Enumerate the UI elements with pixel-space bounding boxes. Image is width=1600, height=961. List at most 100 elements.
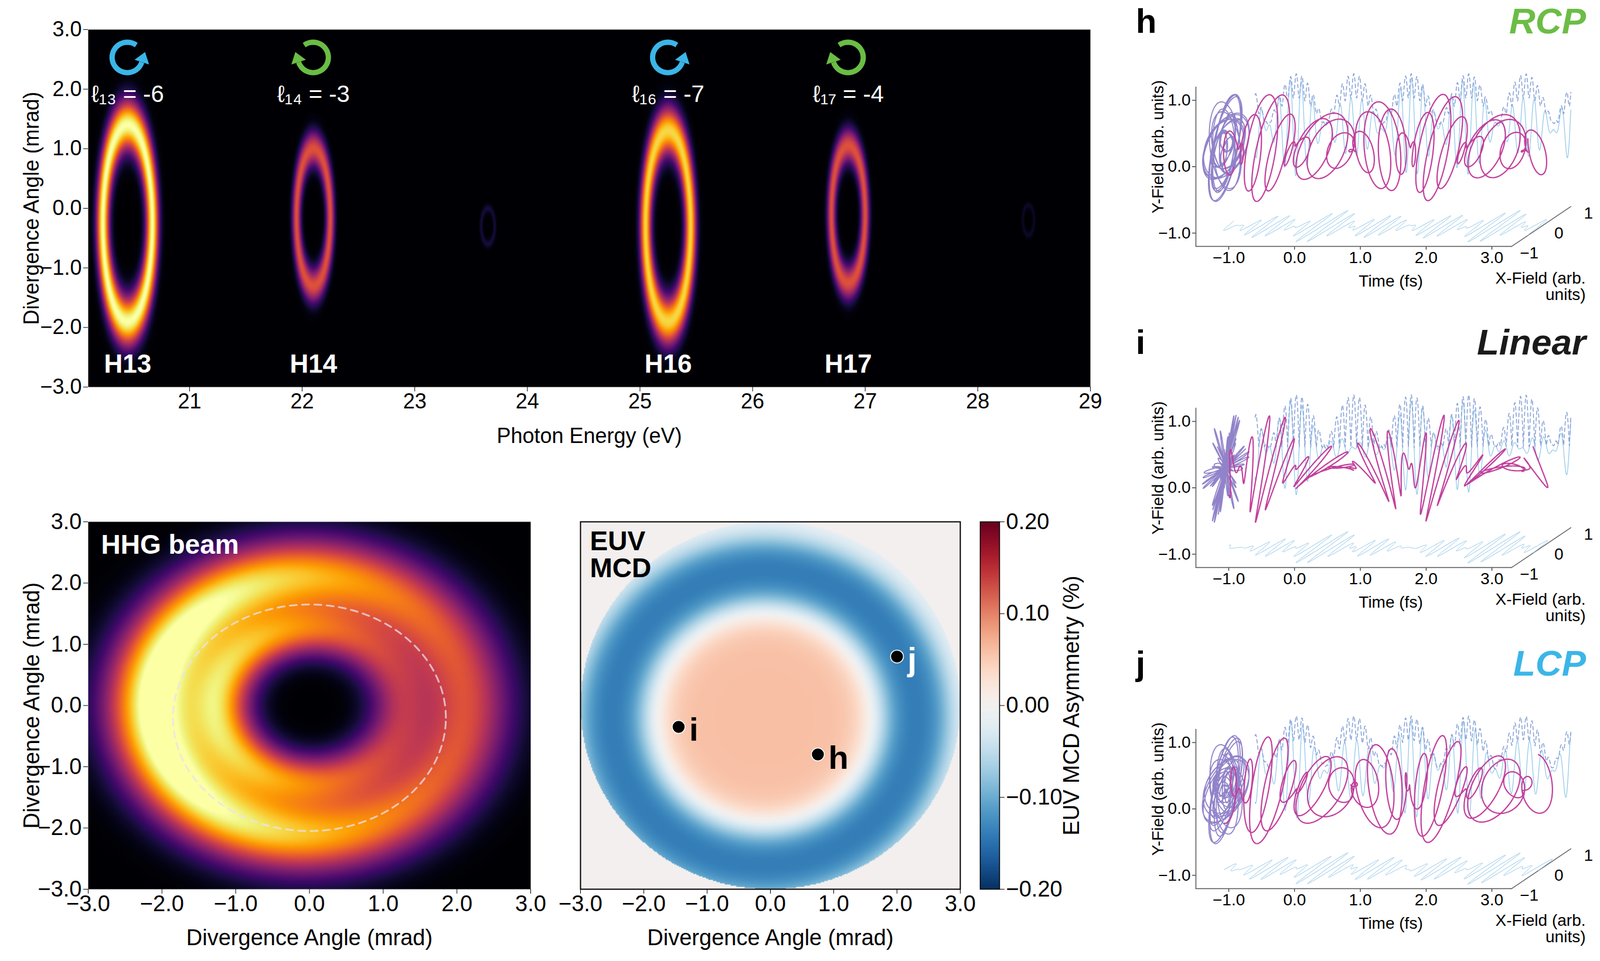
svg-text:1.0: 1.0: [1168, 90, 1191, 110]
svg-text:Divergence Angle (mrad): Divergence Angle (mrad): [19, 582, 44, 829]
svg-text:ℓ₁₇ = -4: ℓ₁₇ = -4: [812, 80, 884, 107]
svg-text:1.0: 1.0: [50, 631, 83, 657]
svg-text:−1.0: −1.0: [1212, 569, 1245, 588]
svg-text:−1.0: −1.0: [1212, 890, 1245, 910]
svg-text:22: 22: [290, 389, 315, 414]
svg-text:−2.0: −2.0: [140, 891, 185, 917]
svg-text:0: 0: [1554, 866, 1564, 885]
svg-text:2.0: 2.0: [441, 891, 473, 917]
svg-text:0.00: 0.00: [1006, 692, 1050, 718]
svg-text:0.0: 0.0: [1168, 799, 1191, 818]
svg-text:−2.0: −2.0: [39, 314, 82, 339]
svg-text:−0.10: −0.10: [1006, 784, 1063, 810]
svg-text:0.0: 0.0: [52, 195, 82, 220]
svg-text:ℓ₁₃ = -6: ℓ₁₃ = -6: [91, 80, 165, 107]
svg-text:Y-Field (arb. units): Y-Field (arb. units): [1148, 80, 1167, 214]
svg-text:H14: H14: [289, 349, 337, 379]
svg-text:1.0: 1.0: [1349, 569, 1373, 588]
svg-text:1.0: 1.0: [1349, 890, 1373, 910]
svg-text:EUV MCD Asymmetry (%): EUV MCD Asymmetry (%): [1059, 575, 1084, 836]
svg-text:1.0: 1.0: [52, 135, 82, 160]
svg-text:1.0: 1.0: [818, 891, 850, 917]
svg-text:X-Field (arb.units): X-Field (arb.units): [1495, 269, 1586, 304]
svg-text:−1.0: −1.0: [685, 891, 730, 917]
svg-text:21: 21: [177, 389, 202, 414]
svg-text:3.0: 3.0: [944, 891, 976, 917]
svg-text:2.0: 2.0: [52, 76, 82, 101]
svg-text:Divergence Angle (mrad): Divergence Angle (mrad): [19, 91, 44, 325]
svg-text:−2.0: −2.0: [621, 891, 666, 917]
svg-text:0.20: 0.20: [1006, 509, 1050, 534]
svg-text:H13: H13: [103, 349, 152, 379]
svg-text:Divergence Angle (mrad): Divergence Angle (mrad): [186, 925, 433, 951]
svg-text:3.0: 3.0: [1480, 890, 1504, 910]
svg-text:−3.0: −3.0: [39, 374, 82, 399]
svg-text:1.0: 1.0: [1349, 248, 1373, 267]
svg-text:−3.0: −3.0: [558, 891, 603, 917]
svg-text:−2.0: −2.0: [37, 815, 82, 840]
svg-text:HHG beam: HHG beam: [101, 529, 240, 560]
svg-text:H16: H16: [644, 349, 693, 379]
svg-text:−1: −1: [1519, 564, 1539, 584]
svg-text:Time (fs): Time (fs): [1358, 914, 1423, 933]
svg-text:Time (fs): Time (fs): [1358, 593, 1423, 612]
svg-text:0.0: 0.0: [754, 891, 786, 917]
svg-text:−3.0: −3.0: [66, 891, 111, 917]
svg-text:H17: H17: [824, 349, 873, 379]
svg-text:Y-Field (arb. units): Y-Field (arb. units): [1148, 722, 1167, 857]
svg-text:2.0: 2.0: [1414, 248, 1438, 267]
svg-text:Divergence Angle (mrad): Divergence Angle (mrad): [647, 925, 894, 951]
svg-text:Photon Energy (eV): Photon Energy (eV): [496, 423, 682, 448]
svg-text:h: h: [828, 739, 849, 776]
svg-text:0.0: 0.0: [50, 692, 83, 718]
svg-text:0.0: 0.0: [1282, 890, 1306, 910]
svg-text:−1.0: −1.0: [39, 255, 82, 280]
svg-text:26: 26: [740, 389, 765, 414]
svg-text:3.0: 3.0: [515, 891, 547, 917]
svg-text:0.0: 0.0: [1282, 248, 1306, 267]
svg-text:2.0: 2.0: [50, 570, 83, 595]
svg-text:28: 28: [965, 389, 990, 414]
svg-text:0.10: 0.10: [1006, 600, 1050, 626]
svg-text:2.0: 2.0: [1414, 890, 1438, 910]
svg-text:1.0: 1.0: [1168, 733, 1191, 752]
svg-text:0.0: 0.0: [1168, 157, 1191, 176]
svg-text:EUVMCD: EUVMCD: [590, 525, 652, 584]
svg-text:0.0: 0.0: [294, 891, 326, 917]
svg-text:−1: −1: [1519, 243, 1539, 262]
svg-text:1: 1: [1583, 846, 1593, 865]
svg-text:3.0: 3.0: [1480, 569, 1504, 588]
svg-text:j: j: [907, 640, 918, 678]
svg-text:−1.0: −1.0: [1158, 223, 1191, 243]
svg-text:1.0: 1.0: [1168, 412, 1191, 431]
svg-text:−1.0: −1.0: [1212, 248, 1245, 267]
svg-text:Time (fs): Time (fs): [1358, 271, 1423, 291]
svg-text:X-Field (arb.units): X-Field (arb.units): [1495, 911, 1586, 946]
svg-text:29: 29: [1078, 389, 1102, 414]
svg-text:X-Field (arb.units): X-Field (arb.units): [1495, 590, 1586, 625]
svg-text:27: 27: [853, 389, 877, 414]
svg-text:−0.20: −0.20: [1006, 876, 1063, 902]
svg-text:1: 1: [1583, 525, 1593, 544]
svg-text:2.0: 2.0: [881, 891, 913, 917]
svg-text:0: 0: [1554, 545, 1564, 564]
svg-text:3.0: 3.0: [52, 16, 82, 42]
svg-text:−1.0: −1.0: [1158, 545, 1191, 564]
svg-text:3.0: 3.0: [50, 509, 83, 534]
svg-text:0.0: 0.0: [1282, 569, 1306, 588]
svg-text:2.0: 2.0: [1414, 569, 1438, 588]
svg-text:ℓ₁₆ = -7: ℓ₁₆ = -7: [631, 80, 705, 107]
svg-text:−1.0: −1.0: [213, 891, 258, 917]
svg-text:3.0: 3.0: [1480, 248, 1504, 267]
svg-text:1: 1: [1583, 203, 1593, 223]
svg-text:ℓ₁₄ = -3: ℓ₁₄ = -3: [277, 80, 350, 107]
svg-text:i: i: [689, 710, 699, 748]
svg-text:23: 23: [403, 389, 427, 414]
svg-text:24: 24: [515, 389, 540, 414]
svg-text:1.0: 1.0: [367, 891, 399, 917]
svg-text:−1: −1: [1519, 886, 1539, 905]
svg-text:−1.0: −1.0: [1158, 866, 1191, 885]
svg-text:−1.0: −1.0: [37, 754, 82, 779]
svg-text:0.0: 0.0: [1168, 478, 1191, 497]
svg-text:25: 25: [628, 389, 652, 414]
